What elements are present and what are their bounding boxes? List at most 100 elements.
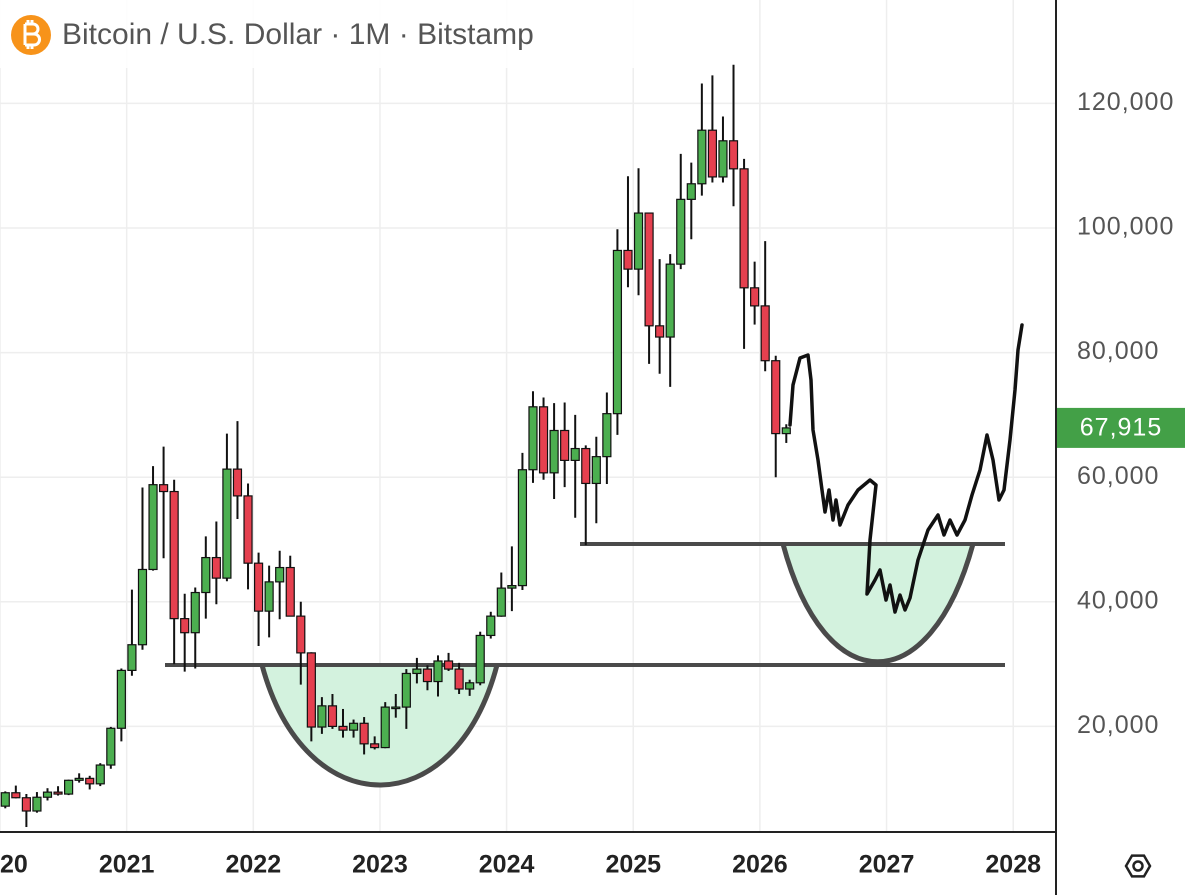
y-tick-label: 100,000 (1077, 213, 1174, 241)
settings-icon[interactable] (1124, 854, 1152, 878)
cup-outline (259, 664, 500, 788)
candle-body (655, 325, 665, 338)
candle-body (180, 618, 190, 634)
candle-body (95, 764, 105, 785)
candle-body (718, 140, 728, 178)
candle-body (74, 777, 84, 781)
candle-body (317, 705, 327, 728)
candle-body (454, 668, 464, 690)
candle-body (507, 585, 517, 589)
candle-body (602, 413, 612, 458)
candle-body (85, 777, 95, 785)
y-tick-label: 80,000 (1077, 337, 1159, 365)
cup-fill (783, 544, 973, 662)
candle-body (285, 566, 295, 617)
candle-body (380, 706, 390, 749)
candle-body (771, 360, 781, 435)
projection-sketch (788, 323, 1024, 614)
candle-body (11, 792, 21, 799)
candle-body (686, 183, 696, 200)
candle-body (137, 568, 148, 646)
candle-body (306, 652, 316, 728)
candle-body (412, 668, 422, 675)
candle-body (528, 406, 538, 471)
title-backdrop (0, 0, 640, 68)
y-tick-label: 60,000 (1077, 462, 1159, 490)
candle-body (517, 469, 528, 587)
candle-body (296, 615, 306, 654)
candle-body (338, 725, 348, 731)
candle-body (623, 249, 633, 270)
x-tick-label: 2022 (225, 851, 281, 879)
candle-body (707, 129, 718, 178)
x-tick-label: 2025 (605, 851, 661, 879)
candle-body (697, 129, 707, 185)
candle-body (591, 456, 601, 485)
candle-body (275, 566, 285, 583)
x-tick-label: 2021 (99, 851, 155, 879)
candle-body (570, 447, 580, 461)
grid (0, 0, 1055, 832)
bitcoin-glyph (23, 20, 41, 49)
candle-body (232, 468, 243, 497)
candle-body (222, 468, 232, 579)
candle-body (370, 743, 380, 749)
candle-body (348, 722, 359, 731)
candle-body (243, 495, 253, 564)
candle-body (201, 556, 211, 594)
candle-body (750, 287, 760, 307)
x-tick-label: 2023 (352, 851, 408, 879)
candle-body (739, 168, 749, 289)
candle-body (211, 556, 221, 579)
candle-body (106, 727, 116, 766)
candle-body (169, 490, 179, 620)
x-tick-label: 2027 (859, 851, 915, 879)
last-price-label: 67,915 (1080, 414, 1162, 442)
candle-body (53, 791, 63, 795)
candle-body (0, 792, 10, 807)
candle-body (676, 198, 686, 265)
candle-body (486, 615, 496, 637)
candle-body (401, 672, 411, 708)
candle-body (21, 797, 31, 812)
candle-body (581, 447, 591, 485)
x-tick-label: 2024 (479, 851, 535, 879)
candle-body (443, 660, 454, 670)
candle-body (148, 484, 158, 571)
candle-body (728, 140, 739, 170)
price-axis: 20,000 40,000 60,000 80,000 100,000 120,000 67… (1057, 88, 1185, 739)
candle-body (422, 668, 433, 683)
candle-body (549, 429, 559, 474)
x-tick-label: 2028 (985, 851, 1041, 879)
candle-body (560, 429, 570, 461)
x-tick-label: 2026 (732, 851, 788, 879)
candle-body (127, 644, 137, 671)
candle-body (264, 581, 274, 612)
candle-body (327, 705, 338, 728)
candle-body (359, 722, 369, 745)
candle-body (781, 427, 791, 435)
y-tick-label: 40,000 (1077, 586, 1159, 614)
candle-body (42, 791, 53, 798)
candle-body (665, 263, 675, 338)
chart-title: Bitcoin / U.S. Dollar · 1M · Bitstamp (62, 18, 534, 51)
candle-body (644, 212, 654, 327)
candle-body (465, 682, 475, 690)
candles (0, 64, 791, 828)
candle-body (538, 406, 549, 474)
candle-body (612, 249, 623, 415)
y-tick-label: 20,000 (1077, 711, 1159, 739)
candle-body (433, 660, 443, 683)
candle-body (158, 484, 169, 493)
candle-body (116, 669, 126, 729)
candle-body (190, 591, 200, 634)
candle-body (633, 212, 644, 270)
y-tick-label: 120,000 (1077, 88, 1174, 116)
candle-body (32, 796, 42, 812)
candle-body (64, 779, 74, 795)
candle-body (496, 587, 506, 617)
candle-body (475, 634, 485, 684)
candle-body (253, 562, 264, 612)
